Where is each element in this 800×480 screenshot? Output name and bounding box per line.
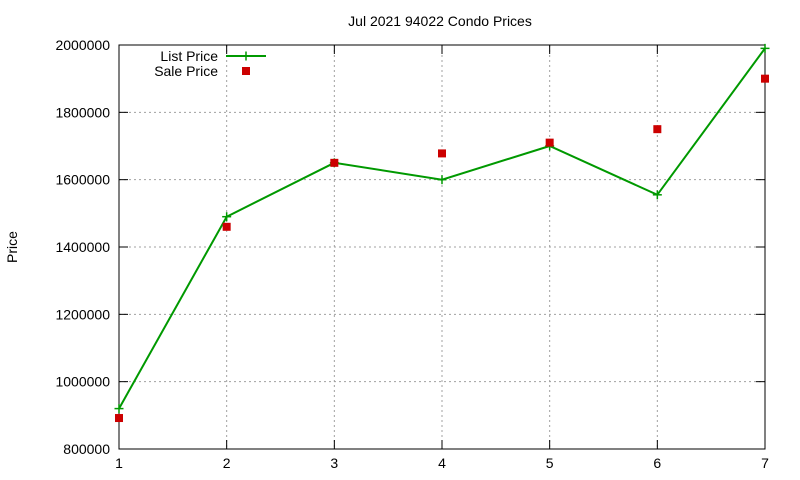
sale-price-point: [330, 158, 339, 167]
sale-price-point: [222, 222, 231, 231]
list-price-point: [652, 190, 662, 200]
sale-price-point: [761, 74, 769, 83]
x-tick-label: 7: [761, 455, 769, 471]
y-tick-label: 1400000: [55, 239, 110, 255]
legend-marker-square: [242, 67, 250, 75]
y-tick-label: 800000: [63, 441, 110, 457]
list-price-point: [222, 212, 232, 222]
x-tick-label: 1: [115, 455, 123, 471]
plot-frame: [118, 44, 766, 450]
chart-title: Jul 2021 94022 Condo Prices: [348, 13, 532, 29]
y-tick-label: 2000000: [55, 37, 110, 53]
x-tick-label: 2: [223, 455, 231, 471]
x-tick-label: 5: [546, 455, 554, 471]
grid-lines: [119, 45, 765, 449]
axis-ticks: 800000 1000000 1200000 1400000 1600000 180000…: [55, 37, 769, 471]
sale-price-point: [438, 149, 446, 158]
list-price-point: [760, 43, 770, 53]
sale-price-point: [653, 125, 662, 134]
list-price-point: [437, 175, 447, 185]
x-tick-label: 4: [438, 455, 446, 471]
y-tick-label: 1800000: [55, 104, 110, 120]
series-layer: [114, 43, 770, 423]
sale-price-point: [545, 138, 554, 147]
list-price-line: [118, 47, 766, 410]
list-price-point: [114, 404, 124, 414]
x-tick-label: 6: [653, 455, 661, 471]
legend-marker-plus: [241, 51, 251, 61]
y-axis-label: Price: [4, 231, 20, 263]
y-tick-label: 1200000: [55, 306, 110, 322]
legend-label: List Price: [160, 48, 218, 64]
legend-label: Sale Price: [154, 63, 218, 79]
sale-price-point: [115, 414, 123, 423]
x-tick-label: 3: [330, 455, 338, 471]
y-tick-label: 1000000: [55, 374, 110, 390]
y-tick-label: 1600000: [55, 172, 110, 188]
